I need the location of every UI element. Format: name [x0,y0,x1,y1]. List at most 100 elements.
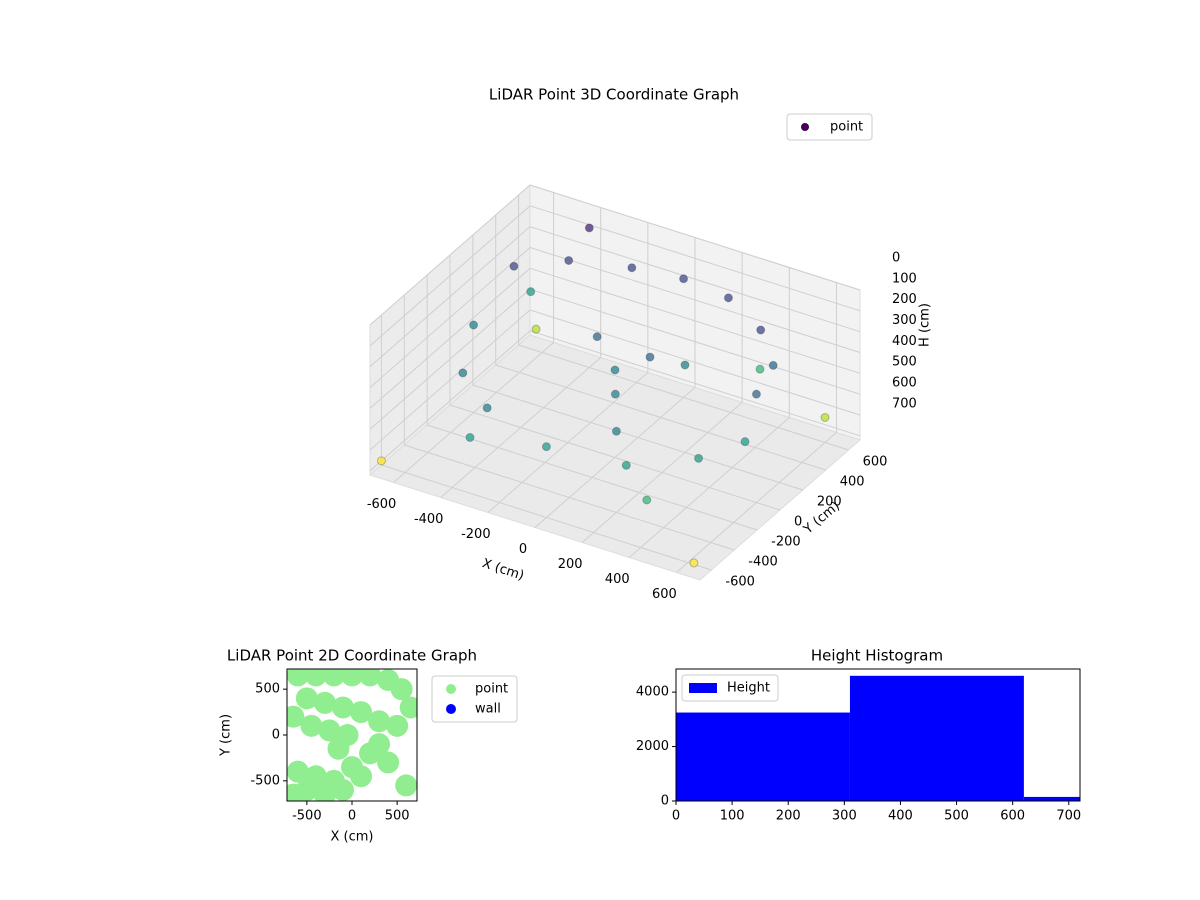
x-tick-label: -200 [461,527,491,542]
z-tick-label: 300 [892,313,917,328]
y-tick-label: 0 [661,794,669,809]
grid-line [369,184,531,326]
grid-line [369,309,531,451]
grid-line [529,330,861,437]
chart-title: LiDAR Point 3D Coordinate Graph [489,86,739,104]
x-tick-label: 400 [605,572,630,587]
plot-area [676,675,1080,801]
point [295,779,318,801]
y-tick-label: 0 [794,515,802,530]
point [322,669,345,687]
point [368,733,391,756]
y-tick-label: -400 [748,555,778,570]
legend-marker [801,123,809,131]
x-tick-label: -600 [367,497,397,512]
point [820,413,830,422]
point [350,701,373,724]
point [331,779,354,801]
grid-line [529,247,861,353]
z-axis-label: H (cm) [918,303,933,347]
z-tick-label: 200 [892,292,917,307]
axes-frame [675,668,1081,802]
z-tick-label: 0 [892,251,900,266]
grid-line [518,344,849,451]
legend-label: wall [475,702,501,717]
y-tick-label: -500 [250,773,280,788]
point [531,324,541,334]
point [564,256,574,265]
legend-marker [689,683,717,693]
x-tick-label: 300 [832,809,857,824]
point [313,691,336,714]
z-tick-label: 500 [892,355,917,370]
chart-title: Height Histogram [811,647,943,665]
y-tick-label: 0 [272,728,280,743]
point [287,669,309,687]
point [395,774,417,797]
grid-line [529,267,861,374]
x-tick-label: 200 [558,557,583,572]
x-tick-label: 500 [944,809,969,824]
y-tick-label: 600 [863,455,888,470]
point [304,669,327,687]
z-tick-label: 600 [892,376,917,391]
point [327,737,350,760]
x-tick-label: 0 [672,809,680,824]
x-tick-label: 500 [385,809,410,824]
y-tick-label: 400 [840,475,865,490]
point [386,714,409,737]
legend-label: point [830,120,863,135]
legend-marker [446,684,456,694]
grid-line [529,184,861,291]
legend-box [431,675,518,723]
y-tick-label: -600 [725,575,755,590]
x-tick-label: 600 [1000,809,1025,824]
point [313,783,336,801]
plot-area [287,669,417,801]
point [350,765,373,788]
point [751,389,761,399]
x-tick-label: 400 [888,809,913,824]
point [592,332,602,342]
grid-line [369,247,531,388]
point [287,760,309,783]
y-tick-label: 2000 [636,739,669,754]
x-tick-label: 600 [652,587,677,602]
chart-title: LiDAR Point 2D Coordinate Graph [227,647,477,665]
point [287,705,305,728]
point [295,687,318,710]
point [723,293,733,303]
y-tick-label: 200 [817,495,842,510]
grid-line [529,205,861,312]
point [642,495,652,505]
point [376,456,386,466]
point [645,352,655,362]
x-tick-label: -500 [292,809,322,824]
legend-label: point [475,682,508,697]
point [509,261,519,271]
point [377,751,400,774]
bar [676,712,850,801]
grid-line [369,330,531,472]
point [482,403,492,413]
grid-line [369,267,531,409]
grid-line [426,424,758,531]
x-tick-label: 700 [1056,809,1081,824]
point [458,368,468,378]
point [740,437,750,447]
point [755,364,765,374]
grid-line [529,226,861,333]
legend-box [786,113,873,141]
point [611,426,621,436]
grid-line [472,384,804,491]
point [541,442,551,452]
point [465,433,475,442]
point [469,320,479,330]
y-tick-label: 4000 [636,685,669,700]
grid-line [404,444,735,551]
point [526,287,536,297]
point [390,678,413,701]
y-axis-label: Y (cm) [219,714,234,757]
grid-line [495,364,826,471]
